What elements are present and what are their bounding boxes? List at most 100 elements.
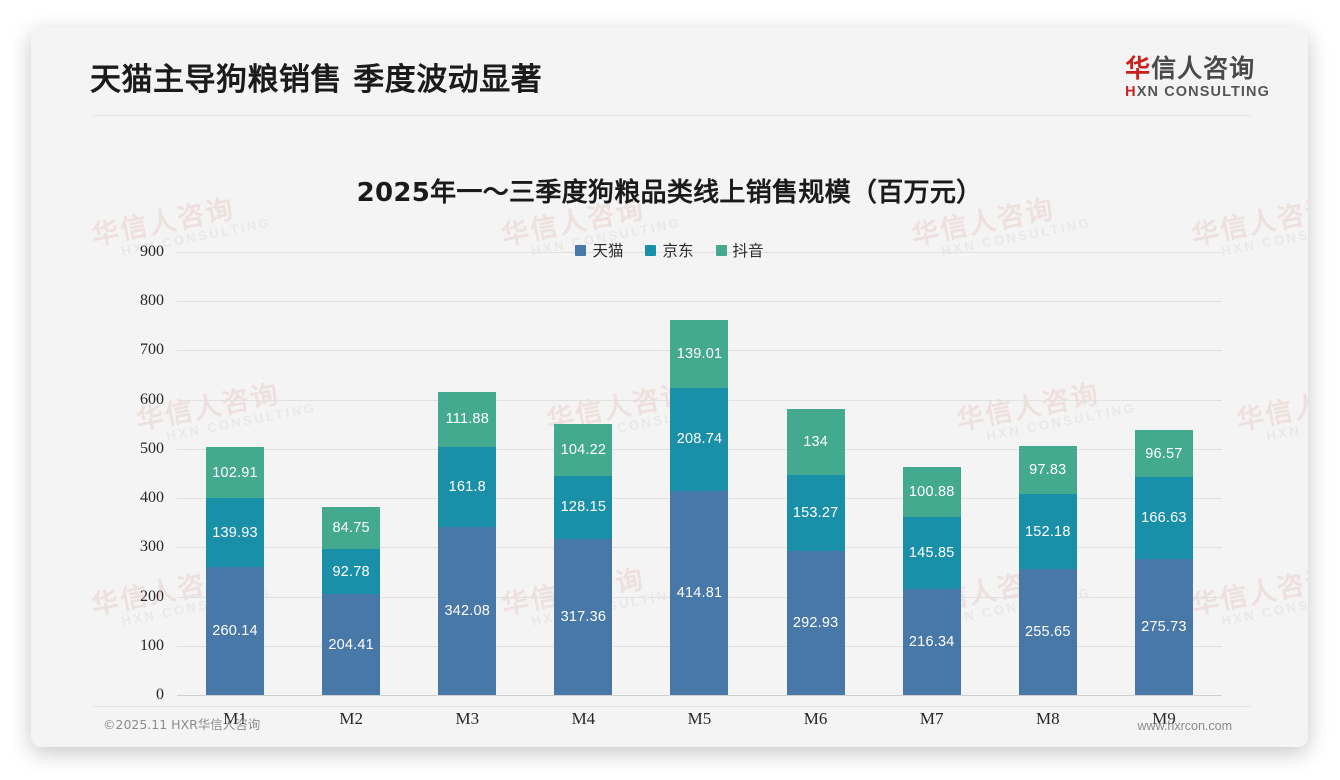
bar-segment-京东[interactable]: 145.85 bbox=[902, 516, 961, 589]
logo-en-rest: XN CONSULTING bbox=[1136, 84, 1270, 100]
bar-group-M1[interactable]: 102.91 139.93 260.14 M1 bbox=[206, 252, 265, 728]
bar-value-label: 102.91 bbox=[212, 464, 258, 481]
card-header: 天猫主导狗粮销售 季度波动显著 bbox=[31, 27, 1308, 116]
y-axis-tick-label: 400 bbox=[140, 489, 164, 507]
bar-segment-抖音[interactable]: 100.88 bbox=[902, 467, 961, 517]
gridline: 900 bbox=[140, 243, 1222, 260]
bar-value-label: 204.41 bbox=[328, 636, 374, 653]
bar-segment-京东[interactable]: 208.74 bbox=[670, 388, 729, 491]
bar-segment-天猫[interactable]: 255.65 bbox=[1018, 569, 1077, 695]
bar-value-label: 96.57 bbox=[1145, 445, 1183, 462]
bar-segment-抖音[interactable]: 111.88 bbox=[438, 391, 497, 447]
y-axis-tick-label: 600 bbox=[140, 390, 164, 408]
footer-divider bbox=[93, 706, 1251, 707]
footer-website[interactable]: www.hxrcon.com bbox=[1137, 719, 1232, 733]
bar-segment-天猫[interactable]: 414.81 bbox=[670, 490, 729, 695]
y-axis-tick-label: 0 bbox=[156, 686, 164, 703]
bar-segment-抖音[interactable]: 139.01 bbox=[670, 319, 729, 389]
bar-segment-抖音[interactable]: 84.75 bbox=[322, 507, 381, 549]
bar-value-label: 216.34 bbox=[908, 633, 955, 650]
y-axis-tick-label: 700 bbox=[140, 341, 164, 359]
bar-value-label: 97.83 bbox=[1029, 462, 1067, 479]
bar-segment-抖音[interactable]: 104.22 bbox=[554, 424, 613, 476]
x-axis-tick-label: M7 bbox=[919, 709, 944, 728]
bar-segment-天猫[interactable]: 260.14 bbox=[206, 566, 265, 695]
watermark-en: HXN CONSULTING bbox=[1220, 584, 1308, 629]
bar-segment-天猫[interactable]: 317.36 bbox=[554, 538, 613, 695]
bar-group-M3[interactable]: 111.88 161.8 342.08 M3 bbox=[438, 252, 497, 728]
y-axis-tick-label: 200 bbox=[140, 587, 164, 605]
bar-group-M7[interactable]: 100.88 145.85 216.34 M7 bbox=[902, 252, 961, 728]
legend-swatch-icon bbox=[645, 244, 657, 256]
report-card: 华信人咨询 HXN CONSULTING 华信人咨询 HXN CONSULTING 华信… bbox=[31, 27, 1308, 747]
bar-segment-京东[interactable]: 92.78 bbox=[322, 548, 381, 595]
bar-value-label: 152.18 bbox=[1025, 523, 1071, 540]
logo-chars-rest: 信人咨询 bbox=[1151, 54, 1256, 83]
legend-item-京东[interactable]: 京东 bbox=[645, 239, 694, 261]
bar-segment-抖音[interactable]: 134 bbox=[786, 409, 845, 476]
header-divider bbox=[93, 115, 1251, 116]
bar-value-label: 414.81 bbox=[676, 584, 723, 601]
bar-group-M6[interactable]: 134 153.27 292.93 M6 bbox=[786, 252, 845, 728]
bar-value-label: 292.93 bbox=[792, 614, 839, 631]
bar-value-label: 275.73 bbox=[1141, 619, 1187, 636]
footer-copyright: ©2025.11 HXR华信人咨询 bbox=[103, 717, 261, 732]
bar-value-label: 84.75 bbox=[332, 519, 370, 536]
bar-value-label: 208.74 bbox=[676, 431, 723, 448]
y-axis-tick-label: 300 bbox=[140, 538, 164, 556]
bar-segment-京东[interactable]: 139.93 bbox=[206, 498, 265, 567]
watermark-cn: 华信人咨询 bbox=[1234, 378, 1308, 437]
legend-label: 天猫 bbox=[592, 242, 624, 260]
bar-group-M9[interactable]: 96.57 166.63 275.73 M9 bbox=[1134, 252, 1193, 728]
legend-swatch-icon bbox=[715, 244, 727, 256]
bar-segment-京东[interactable]: 161.8 bbox=[438, 446, 497, 527]
legend-item-天猫[interactable]: 天猫 bbox=[575, 239, 623, 261]
x-axis-tick-label: M8 bbox=[1036, 709, 1060, 728]
bar-value-label: 139.93 bbox=[212, 524, 258, 541]
bar-value-label: 139.01 bbox=[676, 345, 723, 362]
bar-group-M2[interactable]: 84.75 92.78 204.41 M2 bbox=[322, 252, 381, 728]
bar-group-M4[interactable]: 104.22 128.15 317.36 M4 bbox=[554, 252, 613, 728]
x-axis-tick-label: M5 bbox=[687, 709, 712, 728]
chart-plot-area: 0 100 200 300 400 500 600 700 800 900 102.91 139.9… bbox=[140, 243, 1222, 728]
bar-segment-天猫[interactable]: 292.93 bbox=[786, 550, 845, 695]
x-axis-tick-label: M6 bbox=[803, 709, 828, 728]
bar-value-label: 161.8 bbox=[448, 478, 486, 495]
x-axis-tick-label: M9 bbox=[1152, 709, 1176, 728]
legend-label: 抖音 bbox=[732, 242, 764, 260]
logo-en-h: H bbox=[1125, 84, 1137, 100]
bar-value-label: 317.36 bbox=[560, 608, 607, 625]
bar-value-label: 100.88 bbox=[908, 483, 955, 500]
bar-group-M5[interactable]: 139.01 208.74 414.81 M5 bbox=[670, 252, 729, 728]
legend-item-抖音[interactable]: 抖音 bbox=[715, 239, 764, 261]
y-axis-tick-label: 100 bbox=[140, 636, 164, 654]
bar-segment-抖音[interactable]: 96.57 bbox=[1134, 429, 1193, 478]
logo-english: HXN CONSULTING bbox=[1125, 84, 1270, 100]
bar-value-label: 134 bbox=[803, 434, 828, 451]
bar-value-label: 92.78 bbox=[332, 563, 370, 580]
logo-char-hua: 华 bbox=[1125, 54, 1152, 83]
page-title: 天猫主导狗粮销售 季度波动显著 bbox=[90, 62, 543, 98]
bar-value-label: 111.88 bbox=[445, 411, 489, 428]
bar-segment-天猫[interactable]: 342.08 bbox=[438, 526, 497, 695]
bar-segment-京东[interactable]: 153.27 bbox=[786, 475, 845, 551]
bar-segment-天猫[interactable]: 204.41 bbox=[322, 594, 381, 695]
bar-segment-京东[interactable]: 152.18 bbox=[1018, 494, 1077, 570]
chart-title: 2025年一～三季度狗粮品类线上销售规模（百万元） bbox=[356, 178, 983, 208]
bar-segment-天猫[interactable]: 275.73 bbox=[1134, 559, 1193, 695]
bar-segment-京东[interactable]: 128.15 bbox=[554, 475, 613, 539]
bar-segment-抖音[interactable]: 97.83 bbox=[1018, 446, 1077, 495]
bar-group-M8[interactable]: 97.83 152.18 255.65 M8 bbox=[1018, 252, 1077, 728]
logo-chinese: 华信人咨询 bbox=[1125, 55, 1270, 82]
chart-legend: 天猫 京东 抖音 bbox=[31, 239, 1308, 261]
x-axis-tick-label: M1 bbox=[223, 709, 247, 728]
bar-value-label: 128.15 bbox=[560, 499, 607, 516]
bar-segment-抖音[interactable]: 102.91 bbox=[206, 447, 265, 499]
x-axis-tick-label: M4 bbox=[571, 709, 596, 728]
gridline: 800 bbox=[140, 292, 1222, 309]
bar-segment-京东[interactable]: 166.63 bbox=[1134, 477, 1193, 560]
y-axis-tick-label: 800 bbox=[140, 292, 164, 310]
bar-segment-天猫[interactable]: 216.34 bbox=[902, 588, 961, 695]
